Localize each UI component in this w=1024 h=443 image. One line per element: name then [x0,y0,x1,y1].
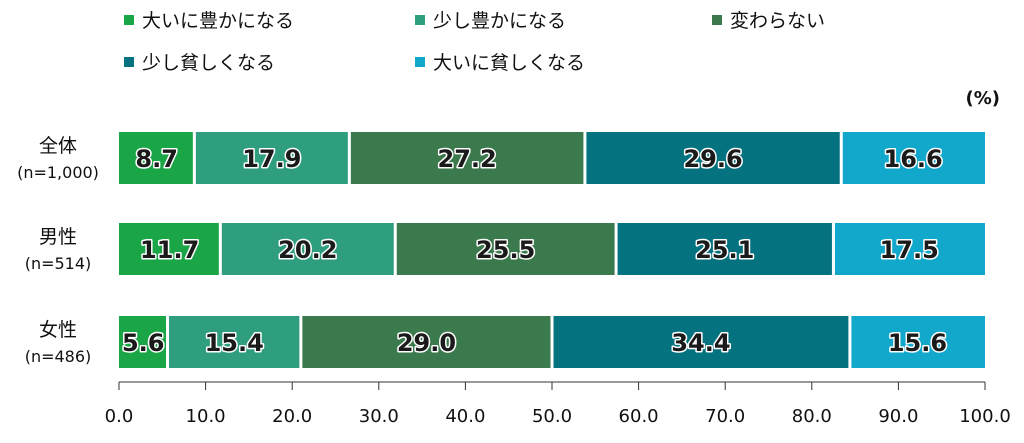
category-label: 男性 [39,226,77,248]
category-sublabel: (n=486) [25,347,92,366]
bar-segment [195,132,348,184]
legend-swatch [124,15,134,25]
bar-segment [617,223,832,275]
bar-segment [221,223,394,275]
bar-segment [119,316,166,368]
x-tick-label: 10.0 [186,406,226,427]
bar-segment [350,132,584,184]
x-tick-label: 70.0 [705,406,745,427]
legend-label: 少し貧しくなる [142,52,275,74]
data-label: 5.6 [122,329,165,357]
data-label: 25.5 [476,236,535,264]
legend-swatch [124,57,134,67]
bars: 8.7 17.9 27.2 29.6 16.6 11.7 20.2 25.5 25.1 17.5 5… [119,132,985,368]
category-label: 女性 [39,319,77,341]
legend-swatch [415,15,425,25]
legend-label: 大いに貧しくなる [433,52,585,74]
data-label: 25.1 [695,236,754,264]
x-tick-label: 30.0 [359,406,399,427]
x-tick-label: 0.0 [105,406,134,427]
bar-segment [842,132,985,184]
category-sublabel: (n=514) [25,254,92,273]
data-label: 20.2 [278,236,337,264]
data-label: 15.4 [205,329,264,357]
legend-label: 変わらない [730,10,825,32]
data-label: 17.9 [242,145,301,173]
data-label: 34.4 [671,329,730,357]
data-label: 29.0 [397,329,456,357]
category-label: 全体 [39,135,77,157]
legend-label: 少し豊かになる [433,10,566,32]
bar-segment [168,316,300,368]
x-tick-label: 40.0 [445,406,485,427]
x-tick-label: 50.0 [532,406,572,427]
legend-swatch [415,57,425,67]
x-tick-label: 100.0 [959,406,1011,427]
category-labels: 全体 (n=1,000) 男性 (n=514) 女性 (n=486) [17,135,99,366]
data-label: 16.6 [884,145,943,173]
x-tick-label: 90.0 [878,406,918,427]
x-tick-label: 20.0 [272,406,312,427]
bar-segment [851,316,985,368]
unit-label: (%) [966,88,1001,109]
x-axis: 0.0 10.0 20.0 30.0 40.0 50.0 60.0 70.0 80.0 90.0 1… [105,381,1011,427]
legend-swatch [712,15,722,25]
data-label: 17.5 [880,236,939,264]
bar-segment [396,223,615,275]
bar-segment [553,316,849,368]
data-label: 15.6 [888,329,947,357]
data-label: 8.7 [135,145,178,173]
bar-segment [586,132,840,184]
data-label: 29.6 [683,145,742,173]
bar-segment [834,223,985,275]
bar-segment [302,316,551,368]
x-tick-label: 80.0 [792,406,832,427]
bar-segment [119,223,219,275]
data-label: 27.2 [438,145,497,173]
category-sublabel: (n=1,000) [17,163,99,182]
bar-segment [119,132,193,184]
legend-label: 大いに豊かになる [142,10,294,32]
data-label: 11.7 [140,236,199,264]
x-tick-label: 60.0 [619,406,659,427]
